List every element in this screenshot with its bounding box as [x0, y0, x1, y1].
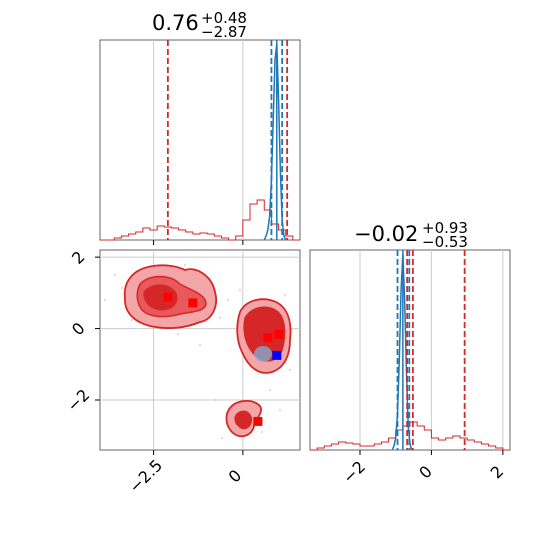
p2-blue-marker-0: [272, 350, 282, 360]
p3-tick-label-x-0: −2: [339, 457, 369, 487]
contour-left-core: [143, 284, 178, 311]
p2-red-marker-2: [263, 333, 273, 343]
p2-tick-label-y-1: 0: [68, 319, 89, 340]
panel-bottom-left: −2.5 0 2 0 −2: [63, 247, 301, 497]
panel-top-left-marks: [100, 40, 300, 241]
p2-red-marker-3: [274, 329, 284, 339]
panel-bottom-right-ticks: −2 0 2: [339, 450, 507, 487]
p2-red-marker-1: [188, 298, 198, 308]
p2-tick-label-x-1: 0: [225, 466, 246, 487]
panel-bottom-right-grid: [359, 250, 504, 450]
p1-red-histogram: [100, 199, 300, 241]
contour-blue: [254, 346, 272, 362]
panel-top-left: 0.76 +0.48 −2.87: [99, 9, 301, 245]
panel-bottom-right: −2 0 2 −0.02 +0.93 −0.53: [309, 219, 511, 487]
panel-bottom-right-title-plus: +0.93: [422, 219, 468, 237]
panel-top-left-ticks: [153, 240, 244, 245]
panel-top-left-title-plus: +0.48: [201, 9, 247, 27]
p2-tick-label-y-2: −2: [63, 385, 93, 415]
panel-top-left-title-value: 0.76: [152, 11, 199, 35]
p3-tick-label-x-1: 0: [415, 462, 436, 483]
p2-tick-label-y-0: 2: [68, 247, 89, 268]
p2-red-marker-0: [163, 292, 173, 302]
p2-red-marker-4: [253, 416, 263, 426]
p2-tick-label-x-0: −2.5: [125, 456, 166, 497]
panel-bottom-left-markers: [163, 292, 284, 426]
p3-tick-label-x-2: 2: [487, 462, 508, 483]
p3-blue-density: [391, 253, 413, 451]
panel-top-left-grid: [153, 40, 244, 240]
panel-bottom-right-marks: [310, 250, 510, 451]
panel-top-left-title-minus: −2.87: [201, 23, 247, 41]
panel-top-left-frame: [99, 39, 301, 241]
contour-bottom-inner: [234, 410, 253, 430]
panel-bottom-right-title-minus: −0.53: [422, 233, 468, 251]
panel-bottom-right-title-value: −0.02: [354, 222, 418, 246]
